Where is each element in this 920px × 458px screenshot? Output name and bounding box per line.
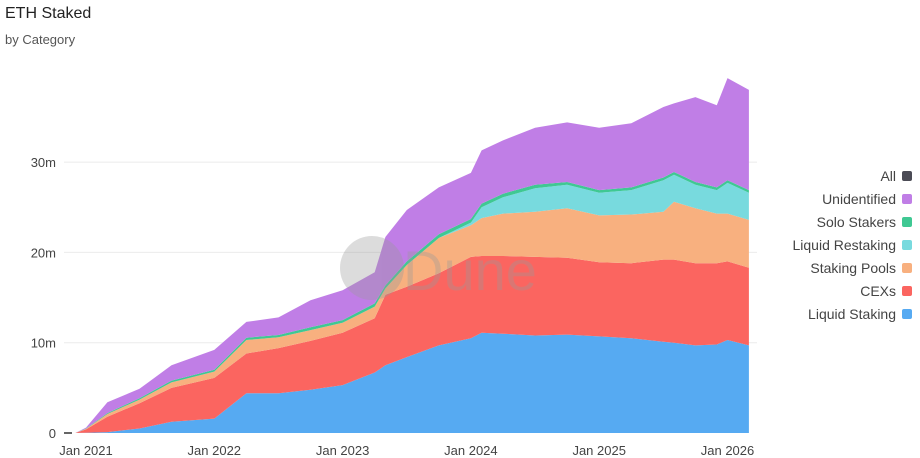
x-tick-label: Jan 2024 — [444, 443, 498, 458]
area-unidentified[interactable] — [75, 78, 749, 433]
legend-swatch — [902, 216, 912, 227]
legend-item-solo-stakers[interactable]: Solo Stakers — [712, 210, 912, 233]
legend-swatch — [902, 285, 912, 296]
legend-label: Unidentified — [822, 190, 896, 207]
y-axis: 0 10m 20m 30m — [31, 155, 72, 441]
y-tick-label: 10m — [31, 336, 56, 351]
legend-item-cexs[interactable]: CEXs — [712, 279, 912, 302]
area-liquid-restaking[interactable] — [75, 174, 749, 433]
x-tick-label: Jan 2026 — [701, 443, 755, 458]
legend-swatch — [902, 308, 912, 319]
y-tick-label: 0 — [49, 426, 56, 441]
legend-label: Solo Stakers — [816, 213, 896, 230]
x-tick-label: Jan 2021 — [59, 443, 113, 458]
area-series — [75, 78, 749, 433]
legend-item-liquid-restaking[interactable]: Liquid Restaking — [712, 233, 912, 256]
legend: All Unidentified Solo Stakers Liquid Restak… — [712, 164, 912, 325]
x-tick-label: Jan 2022 — [188, 443, 242, 458]
legend-swatch — [902, 170, 912, 181]
legend-label: All — [880, 167, 896, 184]
x-axis: Jan 2021 Jan 2022 Jan 2023 Jan 2024 Jan 2025… — [59, 443, 754, 458]
legend-item-staking-pools[interactable]: Staking Pools — [712, 256, 912, 279]
legend-label: CEXs — [860, 282, 896, 299]
legend-label: Liquid Staking — [808, 305, 896, 322]
legend-swatch — [902, 262, 912, 273]
x-tick-label: Jan 2025 — [572, 443, 626, 458]
legend-label: Liquid Restaking — [792, 236, 896, 253]
legend-item-unidentified[interactable]: Unidentified — [712, 187, 912, 210]
legend-label: Staking Pools — [810, 259, 896, 276]
area-liquid-staking[interactable] — [75, 332, 749, 433]
legend-swatch — [902, 193, 912, 204]
watermark-text: Dune — [403, 239, 537, 302]
dune-watermark-logo: Dune — [340, 236, 537, 302]
area-staking-pools[interactable] — [75, 201, 749, 433]
legend-item-liquid-staking[interactable]: Liquid Staking — [712, 302, 912, 325]
y-tick-label: 30m — [31, 155, 56, 170]
legend-item-all[interactable]: All — [712, 164, 912, 187]
chart-subtitle: by Category — [5, 32, 76, 47]
y-tick-label: 20m — [31, 245, 56, 260]
watermark-circle — [340, 236, 404, 300]
area-cexs[interactable] — [75, 256, 749, 433]
legend-swatch — [902, 239, 912, 250]
x-tick-label: Jan 2023 — [316, 443, 370, 458]
chart-title: ETH Staked — [5, 5, 92, 22]
